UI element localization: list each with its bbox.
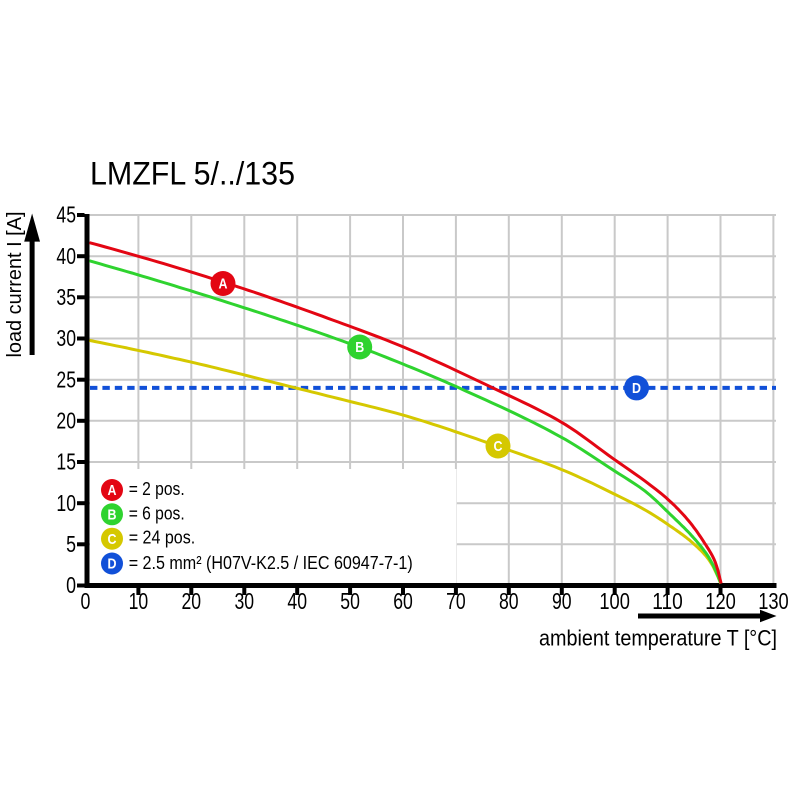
svg-text:90: 90	[552, 588, 572, 614]
svg-text:30: 30	[56, 325, 76, 351]
svg-text:30: 30	[235, 588, 255, 614]
svg-text:35: 35	[56, 284, 76, 310]
svg-text:D: D	[108, 556, 117, 573]
svg-text:20: 20	[182, 588, 202, 614]
svg-text:A: A	[108, 482, 117, 499]
svg-text:130: 130	[758, 588, 789, 614]
svg-text:100: 100	[599, 588, 630, 614]
svg-text:45: 45	[56, 202, 76, 228]
svg-text:= 6 pos.: = 6 pos.	[129, 502, 185, 523]
svg-text:A: A	[219, 276, 228, 293]
svg-text:25: 25	[56, 366, 76, 392]
svg-text:50: 50	[340, 588, 360, 614]
svg-text:20: 20	[56, 408, 76, 434]
svg-text:C: C	[108, 531, 117, 548]
svg-text:D: D	[632, 380, 641, 397]
svg-text:0: 0	[66, 572, 76, 598]
svg-text:5: 5	[66, 531, 76, 557]
svg-text:10: 10	[56, 490, 76, 516]
svg-text:LMZFL 5/../135: LMZFL 5/../135	[90, 156, 295, 192]
svg-text:0: 0	[81, 588, 91, 614]
svg-text:load current I [A]: load current I [A]	[4, 212, 26, 358]
svg-text:120: 120	[705, 588, 736, 614]
svg-text:ambient temperature T [°C]: ambient temperature T [°C]	[539, 626, 777, 651]
svg-text:70: 70	[446, 588, 466, 614]
svg-text:110: 110	[652, 588, 683, 614]
svg-text:B: B	[355, 339, 364, 356]
svg-text:= 2 pos.: = 2 pos.	[129, 478, 185, 499]
svg-text:C: C	[494, 438, 503, 455]
svg-text:= 24 pos.: = 24 pos.	[129, 527, 196, 548]
svg-text:B: B	[108, 507, 117, 524]
svg-text:40: 40	[287, 588, 307, 614]
svg-text:10: 10	[129, 588, 149, 614]
svg-text:60: 60	[393, 588, 413, 614]
svg-text:15: 15	[56, 449, 76, 475]
svg-text:= 2.5 mm² (H07V-K2.5 / IEC 609: = 2.5 mm² (H07V-K2.5 / IEC 60947-7-1)	[129, 552, 413, 573]
svg-text:40: 40	[56, 243, 76, 269]
svg-text:80: 80	[499, 588, 519, 614]
